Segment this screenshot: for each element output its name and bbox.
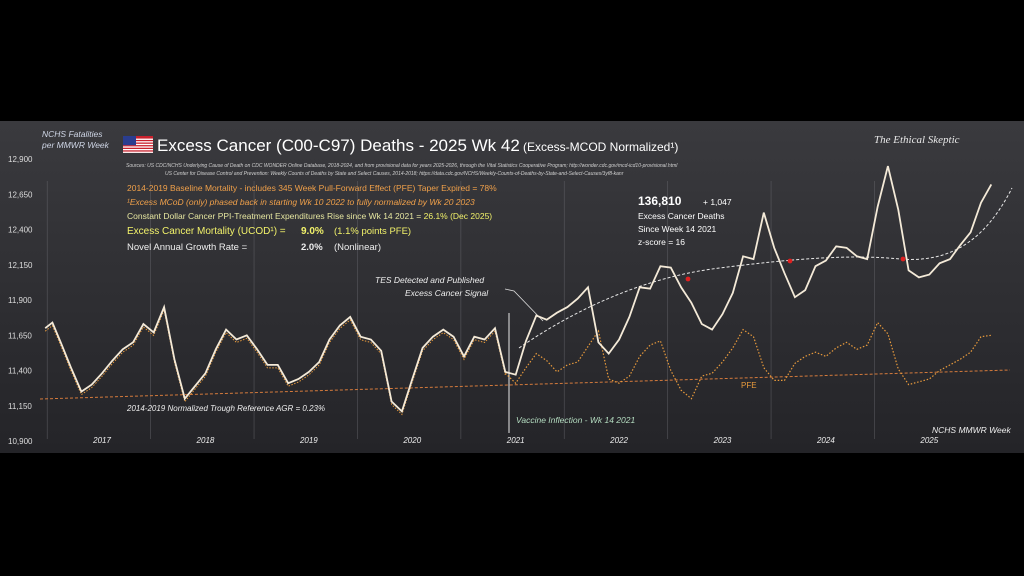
pfe-label: PFE [741, 381, 757, 390]
ucod-value: 9.0% [301, 226, 324, 237]
total-excess-deaths: 136,810 [638, 194, 682, 208]
growth-note: (Nonlinear) [334, 242, 381, 253]
series-excess-line [44, 165, 993, 414]
series-baseline-line [44, 308, 506, 416]
series-pfe-line [504, 321, 992, 400]
y-tick-label: 11,900 [8, 296, 32, 305]
us-flag-icon [123, 136, 153, 153]
x-tick-label: 2021 [506, 436, 525, 445]
x-tick-label: 2018 [196, 436, 215, 445]
source-line-1: Sources: US CDC/NCHS Underlying Cause of… [126, 163, 678, 169]
x-axis-title: NCHS MMWR Week [932, 425, 1011, 435]
x-tick-label: 2020 [402, 436, 421, 445]
x-tick-label: 2019 [299, 436, 318, 445]
x-tick-label: 2024 [816, 436, 835, 445]
phased-annotation: ¹Excess MCoD (only) phased back in start… [127, 197, 475, 207]
y-tick-label: 11,650 [8, 331, 32, 340]
x-tick-label: 2025 [919, 436, 938, 445]
total-label-1: Excess Cancer Deaths [638, 211, 724, 221]
x-tick-label: 2017 [92, 436, 111, 445]
source-line-2: US Center for Disease Control and Preven… [165, 171, 624, 177]
crossing-marker-3 [900, 256, 906, 262]
tes-annotation-line1: TES Detected and Published [375, 275, 484, 285]
total-delta: + 1,047 [703, 197, 732, 207]
growth-label: Novel Annual Growth Rate = [127, 242, 248, 253]
expected-trend-curve [518, 187, 1013, 349]
chart-panel: NCHS Fatalities per MMWR Week Excess Can… [0, 121, 1024, 453]
y-axis-title-line2: per MMWR Week [41, 140, 110, 150]
tes-annotation-line2: Excess Cancer Signal [405, 288, 489, 298]
y-tick-label: 11,400 [8, 367, 32, 376]
ucod-pfe: (1.1% points PFE) [334, 226, 411, 237]
trough-reference-line [39, 369, 1011, 400]
y-tick-label: 12,900 [8, 155, 33, 164]
watermark: The Ethical Skeptic [874, 134, 960, 146]
y-tick-label: 12,650 [8, 190, 33, 199]
baseline-annotation: 2014-2019 Baseline Mortality - includes … [127, 183, 497, 193]
ppi-annotation: Constant Dollar Cancer PPI-Treatment Exp… [127, 211, 492, 221]
x-tick-label: 2023 [713, 436, 732, 445]
y-tick-label: 12,150 [8, 261, 33, 270]
y-tick-label: 10,900 [8, 437, 33, 446]
chart-svg: NCHS Fatalities per MMWR Week Excess Can… [8, 129, 1013, 446]
y-tick-label: 11,150 [8, 402, 32, 411]
z-score: z-score = 16 [638, 237, 685, 247]
ucod-label: Excess Cancer Mortality (UCOD¹) = [127, 226, 286, 237]
x-tick-label: 2022 [609, 436, 628, 445]
tes-pointer-line [504, 288, 544, 322]
y-tick-label: 12,400 [8, 226, 33, 235]
growth-value: 2.0% [301, 242, 323, 253]
trough-annotation: 2014-2019 Normalized Trough Reference AG… [126, 404, 325, 413]
chart-title: Excess Cancer (C00-C97) Deaths - 2025 Wk… [157, 136, 520, 155]
y-axis-title-line1: NCHS Fatalities [42, 129, 103, 139]
total-label-2: Since Week 14 2021 [638, 224, 717, 234]
crossing-marker-2 [787, 258, 793, 264]
chart-title-suffix: (Excess-MCOD Normalized¹) [523, 140, 678, 154]
crossing-marker-1 [685, 276, 691, 282]
vaccine-inflection-label: Vaccine Inflection - Wk 14 2021 [516, 415, 635, 425]
